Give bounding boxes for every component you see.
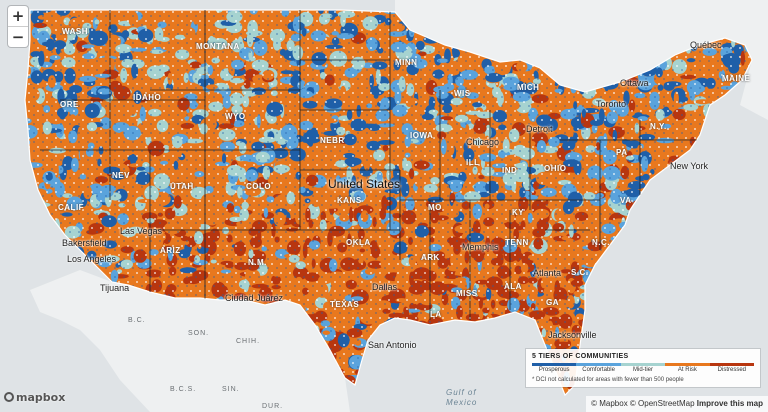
state-label: OKLA [346, 238, 371, 247]
city-label: Los Angeles [67, 254, 117, 264]
attribution-osm-link[interactable]: © OpenStreetMap [629, 399, 695, 408]
state-label: MICH [517, 83, 540, 92]
canada-land [395, 0, 768, 120]
legend-label-distressed: Distressed [717, 367, 746, 373]
state-label: LA [430, 310, 442, 319]
legend-swatch-at-risk [665, 363, 710, 366]
state-label: N.Y. [650, 122, 667, 131]
state-label: CALIF [58, 203, 85, 212]
state-label: IND [502, 166, 518, 175]
city-label: Bakersfield [62, 238, 107, 248]
mexico-land [30, 270, 350, 412]
city-label: Québec [690, 40, 722, 50]
state-label: VA [620, 196, 632, 205]
state-label: N.M. [248, 258, 267, 267]
attribution: © Mapbox © OpenStreetMap Improve this ma… [586, 396, 768, 412]
state-label: MISS [456, 289, 478, 298]
mexico-state-label: SON. [188, 330, 210, 337]
mapbox-logo[interactable]: mapbox [4, 391, 65, 404]
city-label: Ottawa [620, 78, 649, 88]
state-label: KY [512, 208, 525, 217]
state-label: WIS [454, 89, 471, 98]
legend-label-prosperous: Prosperous [538, 367, 570, 373]
state-label: MO [428, 203, 442, 212]
state-label: ARK [421, 253, 440, 262]
legend-color-bar [532, 363, 755, 366]
legend-label-comfortable: Comfortable [582, 367, 615, 373]
city-label: Memphis [462, 242, 499, 252]
legend-label-at-risk: At Risk [677, 367, 697, 373]
state-label: KANS [337, 196, 362, 205]
state-label: S.C. [571, 268, 589, 277]
state-label: ALA [504, 282, 522, 291]
city-label: Jacksonville [548, 330, 597, 340]
mapbox-logo-text: mapbox [16, 391, 66, 404]
state-label: MONTANA [196, 42, 240, 51]
legend-swatch-prosperous [532, 363, 577, 366]
state-label: UTAH [170, 182, 194, 191]
state-label: MINN [395, 58, 418, 67]
legend-note: * DCI not calculated for areas with fewe… [532, 377, 684, 383]
state-label: OHIO [544, 164, 567, 173]
city-label: Chicago [466, 137, 500, 147]
city-label: Las Vegas [120, 226, 163, 236]
gulf-label-line2: Mexico [446, 398, 478, 407]
city-label: Atlanta [533, 268, 562, 278]
state-label: TEXAS [330, 300, 360, 309]
state-label: MAINE [722, 74, 751, 83]
city-label: San Antonio [368, 340, 417, 350]
mexico-state-label: B.C. [128, 317, 146, 324]
city-label: Toronto [596, 99, 627, 109]
state-label: IOWA [410, 131, 434, 140]
mexico-state-label: DUR. [262, 403, 284, 410]
mexico-state-label: B.C.S. [170, 386, 197, 393]
city-label: Detroit [526, 124, 553, 134]
state-label: NEBR [320, 136, 345, 145]
improve-map-link[interactable]: Improve this map [696, 399, 763, 408]
mexico-state-label: SIN. [222, 386, 240, 393]
state-label: WASH [62, 27, 88, 36]
city-label: New York [670, 161, 709, 171]
zoom-in-button[interactable]: + [11, 7, 25, 25]
legend-swatch-distressed [709, 363, 755, 366]
state-label: ORE [60, 100, 79, 109]
gulf-label-line1: Gulf of [446, 388, 477, 397]
state-label: COLO [246, 182, 272, 191]
mapbox-logo-icon [4, 392, 14, 402]
city-label: Tijuana [100, 283, 130, 293]
zoom-out-button[interactable]: − [8, 26, 28, 47]
state-label: ARIZ [160, 246, 181, 255]
city-label: Dallas [372, 282, 398, 292]
legend-labels: Prosperous Comfortable Mid-tier At Risk … [532, 367, 754, 373]
mexico-state-label: CHIH. [236, 338, 261, 345]
legend-swatch-comfortable [576, 363, 621, 366]
state-label: TENN [505, 238, 529, 247]
legend: 5 TIERS OF COMMUNITIES Prosperous Comfor… [526, 349, 760, 387]
legend-title: 5 TIERS OF COMMUNITIES [532, 353, 629, 360]
country-label: United States [328, 177, 401, 191]
state-label: PA [616, 148, 628, 157]
state-label: ILL [466, 158, 480, 167]
legend-label-midtier: Mid-tier [633, 367, 654, 373]
state-borders [40, 10, 700, 320]
state-label: N.C. [592, 238, 610, 247]
city-label: Ciudad Juárez [225, 293, 284, 303]
attribution-mapbox-link[interactable]: © Mapbox [591, 399, 628, 408]
state-label: GA [546, 298, 559, 307]
state-label: IDAHO [133, 93, 162, 102]
state-label: NEV [112, 171, 130, 180]
state-label: WYO [225, 112, 246, 121]
zoom-control: + − [8, 6, 28, 47]
legend-swatch-midtier [620, 363, 666, 366]
